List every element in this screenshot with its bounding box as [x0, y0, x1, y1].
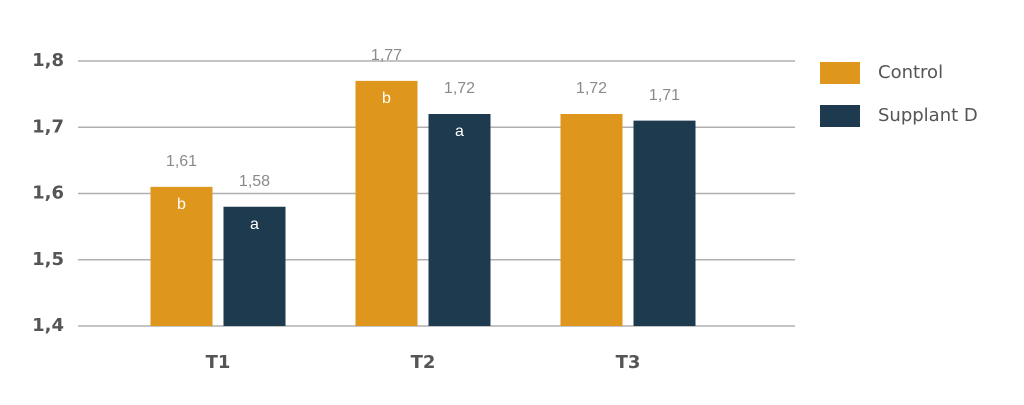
legend-label: Supplant D [878, 105, 978, 126]
y-tick-label: 1,6 [32, 183, 64, 204]
value-label: 1,58 [239, 173, 270, 190]
value-label: 1,72 [576, 80, 607, 97]
bar [150, 186, 213, 326]
y-tick-label: 1,8 [32, 50, 64, 71]
significance-label: a [455, 123, 464, 140]
legend-swatch [820, 105, 860, 127]
y-tick-label: 1,7 [32, 116, 64, 137]
x-tick-label: T2 [411, 352, 436, 373]
significance-label: b [382, 90, 391, 107]
value-label: 1,72 [444, 80, 475, 97]
bar [633, 120, 696, 326]
value-label: 1,77 [371, 47, 402, 64]
x-tick-label: T3 [616, 352, 641, 373]
y-tick-label: 1,4 [32, 315, 64, 336]
legend-swatch [820, 62, 860, 84]
value-label: 1,71 [649, 87, 680, 104]
bar [355, 80, 418, 326]
x-tick-label: T1 [206, 352, 231, 373]
bar [428, 114, 491, 326]
value-label: 1,61 [166, 153, 197, 170]
significance-label: a [250, 216, 259, 233]
legend-label: Control [878, 62, 943, 83]
y-tick-label: 1,5 [32, 249, 64, 270]
bar [223, 206, 286, 326]
bar [560, 114, 623, 326]
significance-label: b [177, 196, 186, 213]
